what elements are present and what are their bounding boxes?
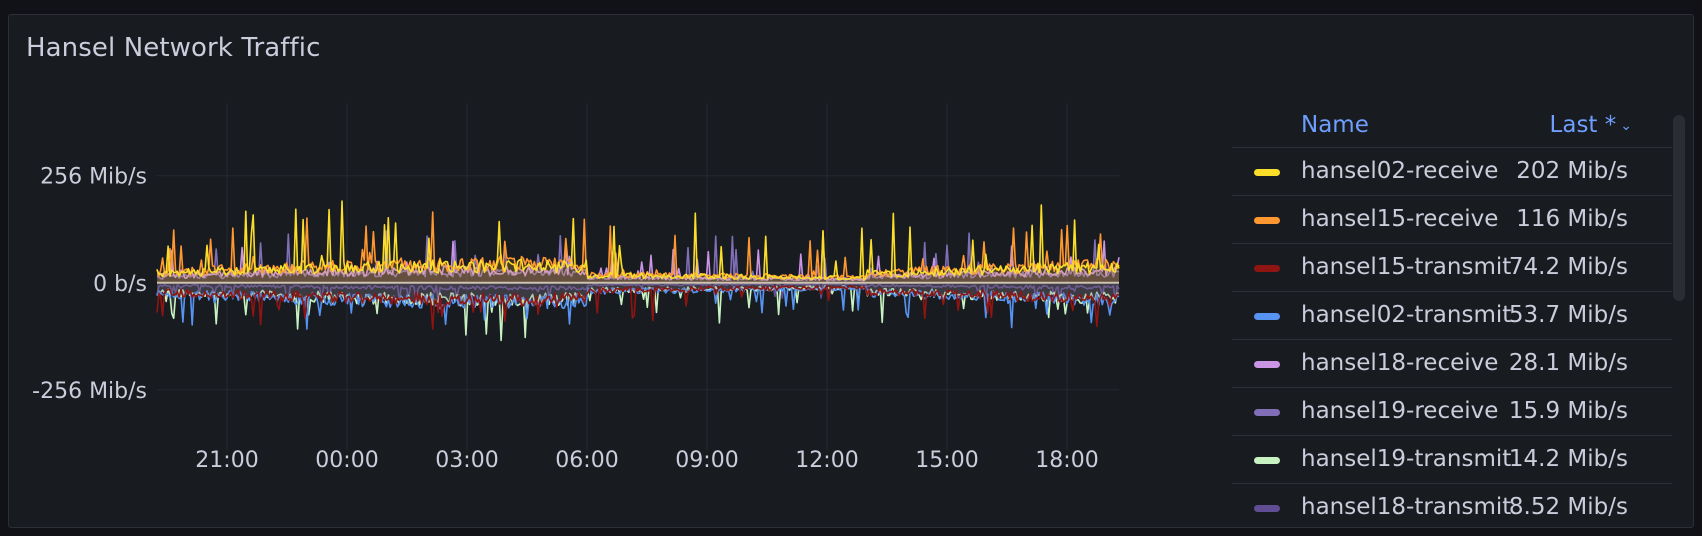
series-last-value: 74.2 Mib/s xyxy=(1508,254,1628,280)
x-tick-label: 18:00 xyxy=(1035,448,1098,473)
series-color-swatch xyxy=(1254,505,1280,512)
x-tick-label: 21:00 xyxy=(195,448,258,473)
series-line-hansel02-receive[interactable] xyxy=(156,200,1120,281)
series-color-swatch xyxy=(1254,217,1280,224)
series-area-hansel18-transmit xyxy=(157,282,1119,304)
legend-last-header[interactable]: Last * ⌄ xyxy=(1550,112,1632,138)
x-tick-label: 12:00 xyxy=(795,448,858,473)
traffic-chart[interactable]: 21:00 00:00 03:00 06:00 09:00 12:00 15:00 18:00… xyxy=(9,15,1695,529)
series-name: hansel02-transmit xyxy=(1301,302,1512,328)
panel-title: Hansel Network Traffic xyxy=(26,33,321,63)
legend-header: Name Last * ⌄ xyxy=(1232,103,1672,148)
series-name: hansel15-transmit xyxy=(1301,254,1512,280)
legend-scrollbar[interactable] xyxy=(1673,115,1685,301)
x-tick-label: 09:00 xyxy=(675,448,738,473)
series-name: hansel19-receive xyxy=(1301,398,1499,424)
legend-row-hansel18-receive[interactable]: hansel18-receive 28.1 Mib/s xyxy=(1232,340,1672,388)
series-area-hansel15-transmit xyxy=(157,282,1119,329)
legend-row-hansel02-receive[interactable]: hansel02-receive 202 Mib/s xyxy=(1232,148,1672,196)
series-last-value: 116 Mib/s xyxy=(1516,206,1628,232)
legend-row-hansel15-receive[interactable]: hansel15-receive 116 Mib/s xyxy=(1232,196,1672,244)
series-area-hansel02-receive xyxy=(157,201,1119,283)
series-color-swatch xyxy=(1254,457,1280,464)
chart-panel: Hansel Network Traffic 21:00 00:00 03:00 06… xyxy=(8,14,1694,528)
series-last-value: 53.7 Mib/s xyxy=(1508,302,1628,328)
y-tick-label: -256 Mib/s xyxy=(32,379,147,404)
y-tick-label: 256 Mib/s xyxy=(40,165,147,190)
x-tick-label: 00:00 xyxy=(315,448,378,473)
series-line-hansel18-transmit[interactable] xyxy=(156,282,1120,305)
series-last-value: 8.52 Mib/s xyxy=(1508,494,1628,520)
legend-row-hansel02-transmit[interactable]: hansel02-transmit 53.7 Mib/s xyxy=(1232,292,1672,340)
legend-row-hansel19-receive[interactable]: hansel19-receive 15.9 Mib/s xyxy=(1232,388,1672,436)
x-tick-label: 06:00 xyxy=(555,448,618,473)
legend-row-hansel19-transmit[interactable]: hansel19-transmit 14.2 Mib/s xyxy=(1232,436,1672,484)
legend-row-hansel18-transmit[interactable]: hansel18-transmit 8.52 Mib/s xyxy=(1232,484,1672,529)
series-area-hansel19-receive xyxy=(157,230,1119,283)
series-color-swatch xyxy=(1254,409,1280,416)
legend-last-label: Last * xyxy=(1549,112,1617,138)
legend-row-hansel15-transmit[interactable]: hansel15-transmit 74.2 Mib/s xyxy=(1232,244,1672,292)
series-group xyxy=(156,200,1120,342)
legend-rows: hansel02-receive 202 Mib/s hansel15-receiv… xyxy=(1232,148,1672,529)
series-name: hansel18-receive xyxy=(1301,350,1499,376)
series-color-swatch xyxy=(1254,361,1280,368)
series-last-value: 202 Mib/s xyxy=(1516,158,1628,184)
series-line-hansel02-transmit[interactable] xyxy=(156,285,1120,330)
series-area-hansel02-transmit xyxy=(157,282,1119,330)
series-name: hansel19-transmit xyxy=(1301,446,1512,472)
legend-table: Name Last * ⌄ hansel02-receive 202 Mib/s ha… xyxy=(1232,103,1672,529)
y-tick-label: 0 b/s xyxy=(93,272,147,297)
series-last-value: 28.1 Mib/s xyxy=(1508,350,1628,376)
series-last-value: 14.2 Mib/s xyxy=(1508,446,1628,472)
x-tick-label: 15:00 xyxy=(915,448,978,473)
x-tick-label: 03:00 xyxy=(435,448,498,473)
series-color-swatch xyxy=(1254,169,1280,176)
series-last-value: 15.9 Mib/s xyxy=(1508,398,1628,424)
chevron-down-icon: ⌄ xyxy=(1620,117,1632,134)
series-name: hansel02-receive xyxy=(1301,158,1499,184)
legend-name-header[interactable]: Name xyxy=(1301,112,1369,138)
series-color-swatch xyxy=(1254,265,1280,272)
series-line-hansel15-transmit[interactable] xyxy=(156,285,1120,330)
series-color-swatch xyxy=(1254,313,1280,320)
series-name: hansel15-receive xyxy=(1301,206,1499,232)
series-name: hansel18-transmit xyxy=(1301,494,1512,520)
